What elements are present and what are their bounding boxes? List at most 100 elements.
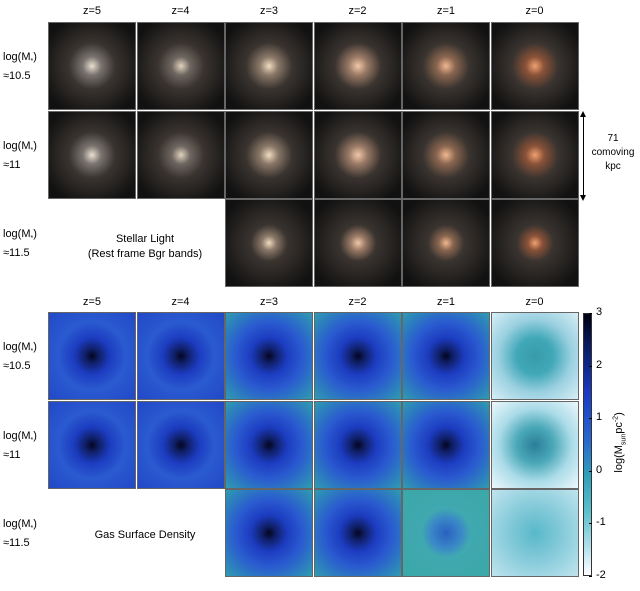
row-label-sub: * — [30, 525, 34, 533]
galaxy-image — [313, 110, 402, 199]
colorbar-tick — [589, 313, 592, 314]
row-label-line: log(M*) — [3, 517, 49, 536]
column-header: z=1 — [436, 296, 456, 308]
column-header: z=5 — [82, 296, 102, 308]
galaxy-image — [402, 199, 490, 287]
column-header: z=4 — [171, 5, 190, 17]
colorbar-tick — [589, 523, 592, 525]
column-header: z=2 — [348, 296, 367, 308]
galaxy-image — [402, 400, 490, 489]
galaxy-image — [225, 489, 313, 577]
colorbar-tick-label: 3 — [596, 306, 603, 318]
row-label-close: ) — [33, 139, 37, 152]
row-label-text: log(M — [3, 228, 31, 240]
galaxy-image — [402, 489, 490, 577]
scale-label-line: comoving — [591, 147, 635, 158]
galaxy-image — [490, 400, 579, 489]
row-label-sub: * — [30, 436, 34, 444]
galaxy-image — [225, 110, 313, 199]
row-label-close: ) — [33, 429, 37, 442]
row-label-sub: * — [30, 58, 34, 66]
colorbar-label-text: log(M — [613, 445, 626, 473]
colorbar-tick — [589, 365, 592, 367]
column-header: z=0 — [525, 5, 544, 17]
row-label: log(M*) ≈10.5 — [3, 50, 49, 84]
colorbar-label: log(Msunpc-2) — [613, 382, 628, 502]
row-label-close: ) — [33, 228, 37, 240]
colorbar-tick-label: 0 — [596, 463, 603, 476]
column-header: z=0 — [525, 296, 544, 308]
colorbar-label-sub: sun — [620, 433, 628, 446]
caption: Gas Surface Density — [94, 529, 196, 541]
scale-label-line: kpc — [605, 161, 621, 172]
row-label-sub: * — [30, 348, 34, 356]
row-label-text: log(M — [3, 341, 31, 353]
caption: Stellar Light (Rest frame Bgr bands) — [60, 232, 230, 262]
colorbar-tick-label: 1 — [596, 411, 603, 424]
column-header: z=3 — [259, 296, 279, 308]
colorbar-tick — [589, 470, 592, 472]
row-label: log(M*) ≈10.5 — [3, 340, 49, 374]
galaxy-image — [225, 199, 313, 287]
row-label-sub: * — [30, 235, 34, 243]
galaxy-image — [490, 312, 579, 400]
row-label-close: ) — [33, 518, 37, 530]
column-header: z=2 — [348, 5, 367, 17]
scale-label-line: 71 — [607, 133, 619, 144]
scale-label: 71 comoving kpc — [588, 132, 638, 174]
row-label-close: ) — [33, 51, 37, 63]
galaxy-image — [136, 312, 225, 400]
galaxy-image — [225, 400, 313, 489]
row-label: log(M*) ≈11.5 — [3, 227, 49, 261]
row-label-sub: * — [30, 146, 34, 154]
arrow-head — [580, 195, 586, 201]
galaxy-image — [490, 489, 579, 577]
column-header: z=3 — [259, 5, 279, 17]
row-label-line: log(M*) — [3, 227, 49, 246]
row-label-mass: ≈11 — [3, 158, 21, 171]
row-label-mass: ≈11 — [3, 448, 21, 461]
row-label-text: log(M — [3, 429, 31, 442]
row-label: log(M*) ≈11 — [3, 429, 49, 463]
row-label-line: log(M*) — [3, 50, 49, 69]
row-label-mass: ≈10.5 — [3, 360, 31, 373]
scale-arrow — [583, 113, 584, 199]
row-label-line: log(M*) — [3, 340, 49, 359]
row-label: log(M*) ≈11 — [3, 139, 49, 173]
row-label-close: ) — [33, 341, 37, 353]
column-header: z=1 — [436, 5, 456, 17]
galaxy-image — [136, 22, 225, 110]
colorbar — [583, 313, 592, 576]
row-label-text: log(M — [3, 51, 31, 63]
galaxy-image — [225, 22, 313, 110]
row-label-mass: ≈11.5 — [3, 247, 30, 260]
row-label-line: log(M*) — [3, 429, 49, 448]
row-label: log(M*) ≈11.5 — [3, 517, 49, 551]
galaxy-image — [490, 199, 579, 287]
galaxy-image — [48, 110, 136, 199]
colorbar-label-text: ) — [613, 412, 626, 416]
galaxy-image — [48, 400, 136, 489]
galaxy-image — [402, 312, 490, 400]
row-label-text: log(M — [3, 518, 31, 530]
colorbar-tick-label: -1 — [596, 516, 606, 529]
column-header: z=4 — [171, 296, 190, 308]
galaxy-image — [136, 400, 225, 489]
colorbar-label-text: pc — [613, 422, 626, 434]
arrow-head — [580, 111, 586, 117]
galaxy-image — [313, 312, 402, 400]
galaxy-image — [313, 489, 402, 577]
row-label-text: log(M — [3, 139, 31, 152]
row-label-mass: ≈10.5 — [3, 70, 31, 83]
galaxy-image — [490, 110, 579, 199]
column-header: z=5 — [82, 5, 102, 17]
galaxy-image — [402, 22, 490, 110]
galaxy-image — [313, 22, 402, 110]
colorbar-tick — [589, 418, 592, 420]
galaxy-image — [490, 22, 579, 110]
galaxy-image — [48, 22, 136, 110]
galaxy-image — [402, 110, 490, 199]
caption-line: Stellar Light — [115, 233, 175, 245]
colorbar-tick-label: -2 — [596, 569, 606, 581]
